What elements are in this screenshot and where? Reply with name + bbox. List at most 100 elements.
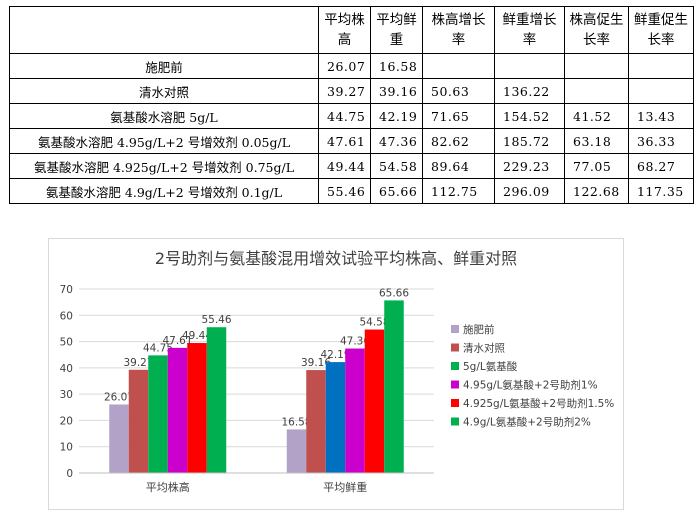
data-label: 55.46 [201,314,231,326]
table-cell: 229.23 [494,153,565,179]
row-label: 氨基酸水溶肥 4.9g/L+2 号增效剂 0.1g/L [9,178,319,204]
y-tick-label: 40 [60,363,73,375]
data-label: 49.44 [182,330,212,342]
legend-entry: 4.95g/L氨基酸+2号助剂1% [463,379,598,392]
table-cell: 89.64 [422,153,495,179]
table-cell: 42.19 [370,103,423,129]
table-cell: 296.09 [494,178,565,204]
table-cell [628,78,694,104]
legend-swatch [451,325,459,333]
table-cell: 154.52 [494,103,565,129]
table-cell: 41.52 [564,103,629,129]
y-tick-label: 20 [60,415,73,427]
legend-swatch [451,399,459,407]
data-label: 39.27 [123,357,153,369]
bar [286,429,307,473]
legend-entry: 4.9g/L氨基酸+2号助剂2% [463,416,591,429]
table-row: 氨基酸水溶肥 4.925g/L+2 号增效剂 0.75g/L 49.44 54.58… [9,153,694,179]
legend-swatch [451,343,459,352]
y-tick-label: 60 [60,310,73,322]
table-header-cell: 鲜重促生长率 [628,6,694,54]
table-row: 氨基酸水溶肥 4.95g/L+2 号增效剂 0.05g/L 47.61 47.36 8… [9,128,694,154]
y-tick-label: 50 [60,337,73,349]
legend-entry: 4.925g/L氨基酸+2号助剂1.5% [463,397,614,410]
table-cell: 26.07 [318,53,371,79]
table-cell: 68.27 [628,153,694,179]
data-label: 44.75 [143,342,173,354]
bar [306,370,326,473]
bar [364,329,385,473]
table-cell: 55.46 [318,178,371,204]
bar-chart: 2号助剂与氨基酸混用增效试验平均株高、鲜重对照 0 10 20 30 40 50 60 70 26… [60,249,615,494]
table-cell [564,53,629,79]
table-cell: 36.33 [628,128,694,154]
table-cell: 122.68 [564,178,629,204]
data-table: 平均株高 平均鲜重 株高增长率 鲜重增长率 株高促生长率 鲜重促生长率 施肥前 26.07 16… [9,6,694,204]
bar [148,355,168,473]
table-cell: 82.62 [422,128,495,154]
legend-entry: 清水对照 [463,342,505,355]
table-cell [494,53,565,79]
data-label: 39.16 [301,357,331,369]
y-tick-label: 0 [66,468,73,480]
table-cell: 77.05 [564,153,629,179]
legend-entry: 5g/L氨基酸 [463,360,518,373]
row-label: 施肥前 [9,53,319,79]
data-label: 65.66 [379,287,409,299]
table-cell: 136.22 [494,78,565,104]
table-header-cell [9,6,319,54]
table-header-cell: 株高增长率 [422,6,495,54]
table-cell: 71.65 [422,103,495,129]
row-label: 氨基酸水溶肥 5g/L [9,103,319,129]
table-cell: 13.43 [628,103,694,129]
table-header-cell: 平均鲜重 [370,6,423,54]
table-cell: 44.75 [318,103,371,129]
table-row: 氨基酸水溶肥 5g/L 44.75 42.19 71.65 154.52 41.52 13.… [9,103,694,129]
table-cell: 16.58 [370,53,423,79]
table-header-cell: 平均株高 [318,6,371,54]
table-cell: 47.36 [370,128,423,154]
legend-swatch [451,380,459,389]
row-label: 氨基酸水溶肥 4.95g/L+2 号增效剂 0.05g/L [9,128,319,154]
legend-entry: 施肥前 [463,323,495,336]
table-cell: 49.44 [318,153,371,179]
table-row: 清水对照 39.27 39.16 50.63 136.22 [9,78,694,104]
bar [128,369,149,473]
table-row: 施肥前 26.07 16.58 [9,53,694,79]
table-cell: 39.27 [318,78,371,104]
bar [187,343,207,473]
legend-swatch [451,417,459,426]
table-header-cell: 株高促生长率 [564,6,629,54]
table-cell: 65.66 [370,178,423,204]
data-label: 16.58 [281,416,311,428]
data-label: 42.19 [320,349,350,361]
table-cell [564,78,629,104]
bar [109,404,129,473]
chart-title: 2号助剂与氨基酸混用增效试验平均株高、鲜重对照 [155,249,517,268]
table-cell: 185.72 [494,128,565,154]
table-cell: 50.63 [422,78,495,104]
data-label: 47.61 [162,335,192,347]
table-cell: 39.16 [370,78,423,104]
table-cell: 54.58 [370,153,423,179]
table-cell [628,53,694,79]
bar [345,348,365,473]
legend-swatch [451,362,459,370]
bar [206,327,227,473]
table-cell: 112.75 [422,178,495,204]
table-row: 氨基酸水溶肥 4.9g/L+2 号增效剂 0.1g/L 55.46 65.66 112… [9,178,694,204]
table-cell: 63.18 [564,128,629,154]
data-label: 47.36 [340,336,370,348]
row-label: 氨基酸水溶肥 4.925g/L+2 号增效剂 0.75g/L [9,153,319,179]
table-header-cell: 鲜重增长率 [494,6,565,54]
data-label: 54.58 [359,317,389,329]
table-cell [422,53,495,79]
table-cell: 117.35 [628,178,694,204]
table-cell: 47.61 [318,128,371,154]
bar [384,300,404,473]
data-label: 26.07 [104,391,134,403]
y-tick-label: 30 [60,389,73,401]
bar [325,362,346,473]
table-header-row: 平均株高 平均鲜重 株高增长率 鲜重增长率 株高促生长率 鲜重促生长率 [9,6,694,54]
bar [167,347,188,473]
